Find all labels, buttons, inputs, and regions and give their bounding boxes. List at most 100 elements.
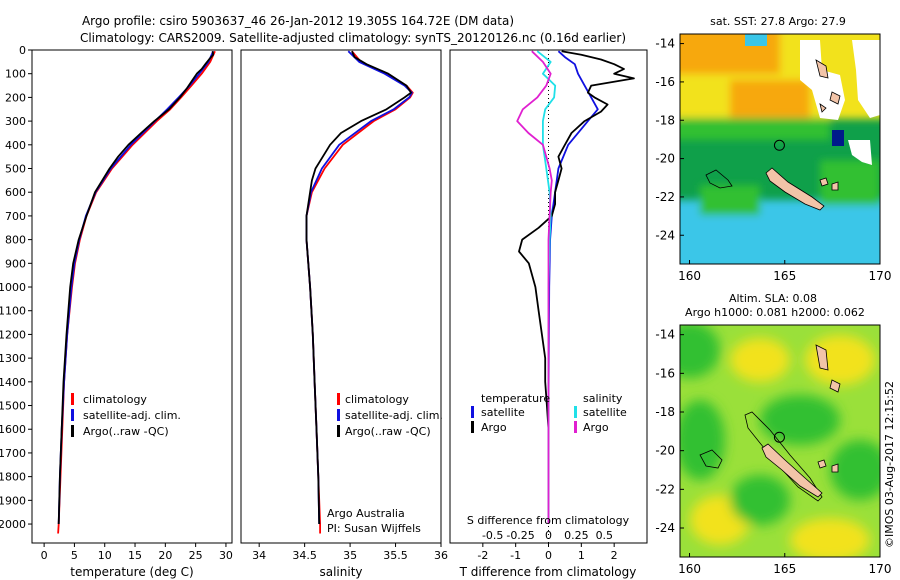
legend-label-temp-argo: Argo	[481, 421, 507, 434]
lat-tick-label: -24	[655, 521, 675, 535]
lon-tick-label: 170	[869, 269, 892, 283]
lon-tick-label: 165	[773, 269, 796, 283]
lon-tick-label: 160	[678, 562, 701, 576]
salinity-axes-box	[240, 49, 442, 544]
copyright-stamp: ©IMOS 03-Aug-2017 12:15:52	[883, 381, 896, 548]
lon-tick-label: 165	[773, 562, 796, 576]
depth-tick-label: 500	[5, 163, 26, 176]
lat-tick-label: -20	[655, 444, 675, 458]
legend-label-sal-argo: Argo	[583, 421, 609, 434]
depth-axis: 0 100 200 300 400 500 600 700 800 900 1000 1100 1200…	[0, 44, 32, 531]
lat-tick-label: -18	[655, 405, 675, 419]
legend-label-argo: Argo(..raw -QC)	[345, 425, 431, 438]
temperature-tick-label: 30	[219, 549, 233, 562]
legend-swatch-satellite	[71, 409, 74, 421]
depth-tick-label: 700	[5, 210, 26, 223]
temperature-legend: climatology satellite-adj. clim. Argo(..…	[71, 393, 181, 438]
depth-tick-label: 1300	[0, 352, 26, 365]
temperature-tick-label: 5	[71, 549, 78, 562]
temperature-tick-label: 0	[41, 549, 48, 562]
temperature-difference-tick-label: 1	[578, 549, 585, 562]
temperature-axes-box	[31, 49, 233, 544]
sla-map-lat-axis: -14 -16 -18 -20 -22 -24	[655, 328, 684, 535]
new-caledonia-island	[765, 167, 825, 211]
lat-tick-label: -24	[655, 228, 675, 242]
depth-tick-label: 600	[5, 186, 26, 199]
sst-missing-data	[848, 140, 872, 165]
temperature-difference-label: T difference from climatology	[459, 565, 637, 579]
reef-outline	[699, 449, 723, 469]
legend-label-temp-satellite: satellite	[481, 406, 525, 419]
sst-map-panel: sat. SST: 27.8 Argo: 27.9 1	[655, 15, 891, 283]
legend-swatch-climatology	[337, 393, 340, 405]
temperature-difference-tick-label: -2	[477, 549, 488, 562]
depth-tick-label: 200	[5, 91, 26, 104]
lon-tick-label: 170	[869, 562, 892, 576]
sla-map-subtitle: Argo h1000: 0.081 h2000: 0.062	[685, 306, 865, 319]
legend-label-satellite: satellite-adj. clim.	[83, 409, 181, 422]
salinity-difference-axis: -0.5 -0.25 0 0.25 0.5	[482, 529, 613, 542]
vanuatu-islands	[815, 59, 841, 113]
sst-map-lon-axis: 160 165 170	[678, 260, 891, 283]
temperature-profiles	[57, 50, 216, 534]
depth-tick-label: 1900	[0, 494, 26, 507]
depth-tick-label: 1000	[0, 281, 26, 294]
depth-tick-label: 1800	[0, 471, 26, 484]
credit-org: Argo Australia	[327, 507, 405, 520]
salinity-panel: 34 34.5 35 35.5 36 climatology satellite-adj…	[240, 49, 448, 579]
figure-title-line1: Argo profile: csiro 5903637_46 26-Jan-20…	[82, 14, 514, 28]
lat-tick-label: -22	[655, 190, 675, 204]
salinity-tick-label: 36	[434, 549, 448, 562]
lat-tick-label: -22	[655, 482, 675, 496]
legend-label-argo: Argo(..raw -QC)	[83, 425, 169, 438]
legend-swatch-satellite	[337, 409, 340, 421]
temperature-tick-label: 25	[189, 549, 203, 562]
legend-swatch-sal-argo	[574, 421, 577, 433]
legend-swatch-climatology	[71, 393, 74, 405]
legend-label-satellite: satellite-adj. clim.	[345, 409, 443, 422]
depth-tick-label: 1200	[0, 328, 26, 341]
lat-tick-label: -18	[655, 113, 675, 127]
temperature-tick-label: 10	[98, 549, 112, 562]
salinity-difference-tick-label: 0	[545, 529, 552, 542]
sla-map-panel: Altim. SLA: 0.08 Argo h1000: 0.081 h2000…	[655, 292, 891, 576]
argo-float-position	[773, 431, 785, 443]
temperature-panel: 0100200300400500600700800900100011001200…	[0, 44, 233, 579]
legend-header-temperature: temperature	[481, 392, 550, 405]
sst-cold-patch	[745, 34, 767, 46]
legend-swatch-argo	[71, 425, 74, 437]
temperature-x-label: temperature (deg C)	[70, 565, 193, 579]
sst-missing-data	[852, 40, 880, 118]
salinity-difference-tick-label: -0.5	[482, 529, 503, 542]
salinity-tick-label: 34.5	[292, 549, 317, 562]
temperature-x-axis: 0 5 10 15 20 25 30	[41, 543, 233, 562]
depth-tick-label: 800	[5, 234, 26, 247]
legend-label-climatology: climatology	[83, 393, 147, 406]
salinity-legend: climatology satellite-adj. clim. Argo(..…	[337, 393, 443, 438]
reef-outline	[705, 169, 733, 189]
depth-tick-label: 0	[19, 44, 26, 57]
legend-swatch-argo	[337, 425, 340, 437]
temperature-difference-tick-label: -1	[510, 549, 521, 562]
new-caledonia-island	[761, 443, 823, 498]
salinity-tick-label: 35.5	[383, 549, 408, 562]
reef-outline	[744, 411, 823, 502]
lat-tick-label: -16	[655, 366, 675, 380]
lat-tick-label: -14	[655, 328, 675, 342]
sst-field	[680, 34, 880, 264]
credit-pi: PI: Susan Wijffels	[327, 522, 421, 535]
depth-tick-label: 400	[5, 139, 26, 152]
loyalty-islands	[819, 177, 839, 191]
legend-header-salinity: salinity	[583, 392, 623, 405]
sla-map-frame	[679, 324, 881, 558]
sst-cold-patch	[832, 130, 844, 146]
depth-tick-label: 1400	[0, 376, 26, 389]
argo-line	[57, 51, 215, 525]
legend-label-sal-satellite: satellite	[583, 406, 627, 419]
depth-tick-label: 900	[5, 257, 26, 270]
legend-swatch-temp-satellite	[471, 406, 474, 418]
salinity-difference-tick-label: 0.25	[564, 529, 589, 542]
legend-label-climatology: climatology	[345, 393, 409, 406]
loyalty-islands	[817, 459, 839, 473]
salinity-tick-label: 35	[343, 549, 357, 562]
